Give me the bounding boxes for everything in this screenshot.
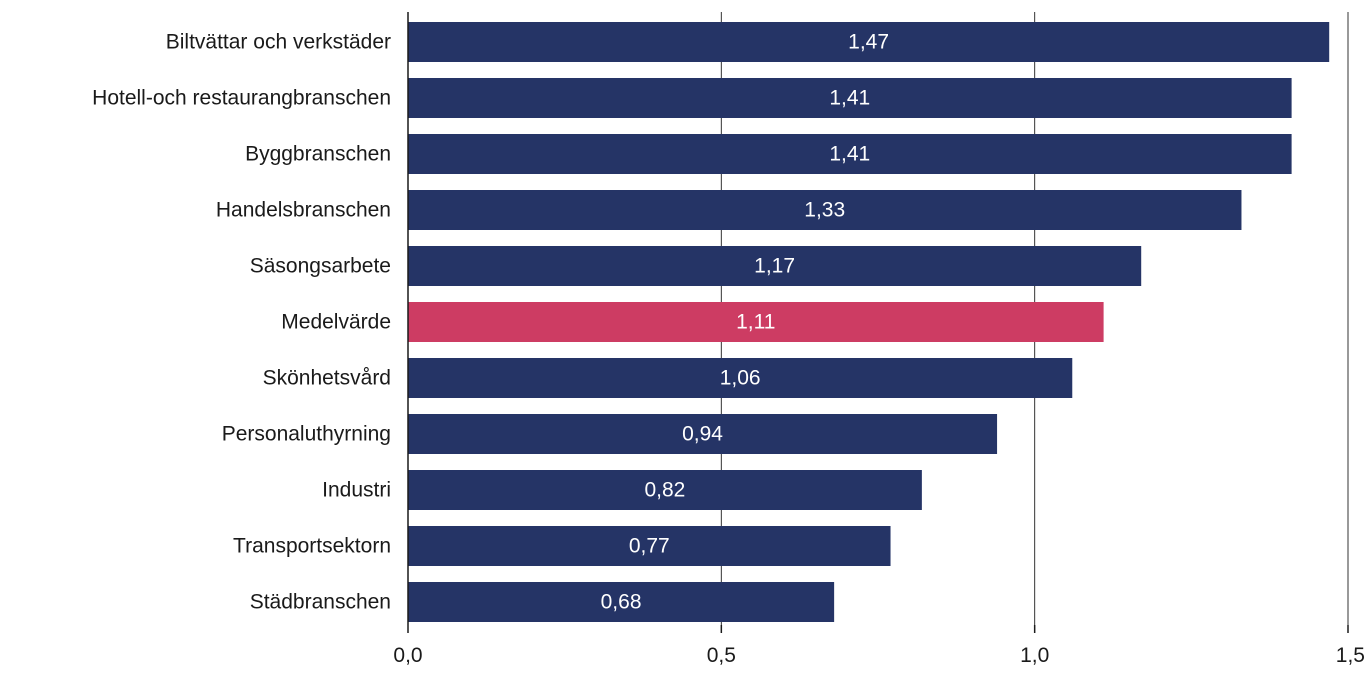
- category-label-stadbranschen: Städbranschen: [250, 591, 391, 614]
- bar-industri: [408, 470, 922, 510]
- bar-hotell-och-restaurangbranschen: [408, 78, 1292, 118]
- bars: [408, 22, 1330, 622]
- value-label-stadbranschen: 0,68: [601, 591, 642, 614]
- value-label-biltvattar-och-verkstader: 1,47: [848, 31, 889, 54]
- value-label-skonhetsvard: 1,06: [720, 367, 761, 390]
- bar-sasongsarbete: [408, 246, 1142, 286]
- bar-skonhetsvard: [408, 358, 1073, 398]
- bar-stadbranschen: [408, 582, 835, 622]
- bar-handelsbranschen: [408, 190, 1242, 230]
- bar-personaluthyrning: [408, 414, 998, 454]
- category-label-byggbranschen: Byggbranschen: [245, 143, 391, 166]
- category-label-hotell-och-restaurangbranschen: Hotell-och restaurangbranschen: [92, 87, 391, 110]
- value-label-handelsbranschen: 1,33: [804, 199, 845, 222]
- x-tick-label-3: 1,5: [1336, 644, 1365, 667]
- category-label-handelsbranschen: Handelsbranschen: [216, 199, 391, 222]
- category-label-personaluthyrning: Personaluthyrning: [222, 423, 391, 446]
- value-label-byggbranschen: 1,41: [829, 143, 870, 166]
- labels: 1,47 Biltvättar och verkstäder 1,41 Hotell-…: [92, 31, 1365, 668]
- category-label-skonhetsvard: Skönhetsvård: [263, 367, 391, 390]
- bar-byggbranschen: [408, 134, 1292, 174]
- value-label-medelvarde: 1,11: [736, 311, 775, 334]
- bar-transportsektorn: [408, 526, 891, 566]
- bar-biltvattar-och-verkstader: [408, 22, 1330, 62]
- bar-medelvarde: [408, 302, 1104, 342]
- value-label-hotell-och-restaurangbranschen: 1,41: [829, 87, 870, 110]
- category-label-medelvarde: Medelvärde: [281, 311, 391, 334]
- category-label-industri: Industri: [322, 479, 391, 502]
- category-label-sasongsarbete: Säsongsarbete: [250, 255, 391, 278]
- x-tick-label-0: 0,0: [393, 644, 422, 667]
- category-label-biltvattar-och-verkstader: Biltvättar och verkstäder: [166, 31, 391, 54]
- value-label-transportsektorn: 0,77: [629, 535, 670, 558]
- x-tick-label-2: 1,0: [1020, 644, 1049, 667]
- category-label-transportsektorn: Transportsektorn: [233, 535, 391, 558]
- value-label-personaluthyrning: 0,94: [682, 423, 723, 446]
- value-label-sasongsarbete: 1,17: [754, 255, 795, 278]
- axes: [407, 12, 1349, 633]
- value-label-industri: 0,82: [644, 479, 685, 502]
- x-tick-label-1: 0,5: [707, 644, 736, 667]
